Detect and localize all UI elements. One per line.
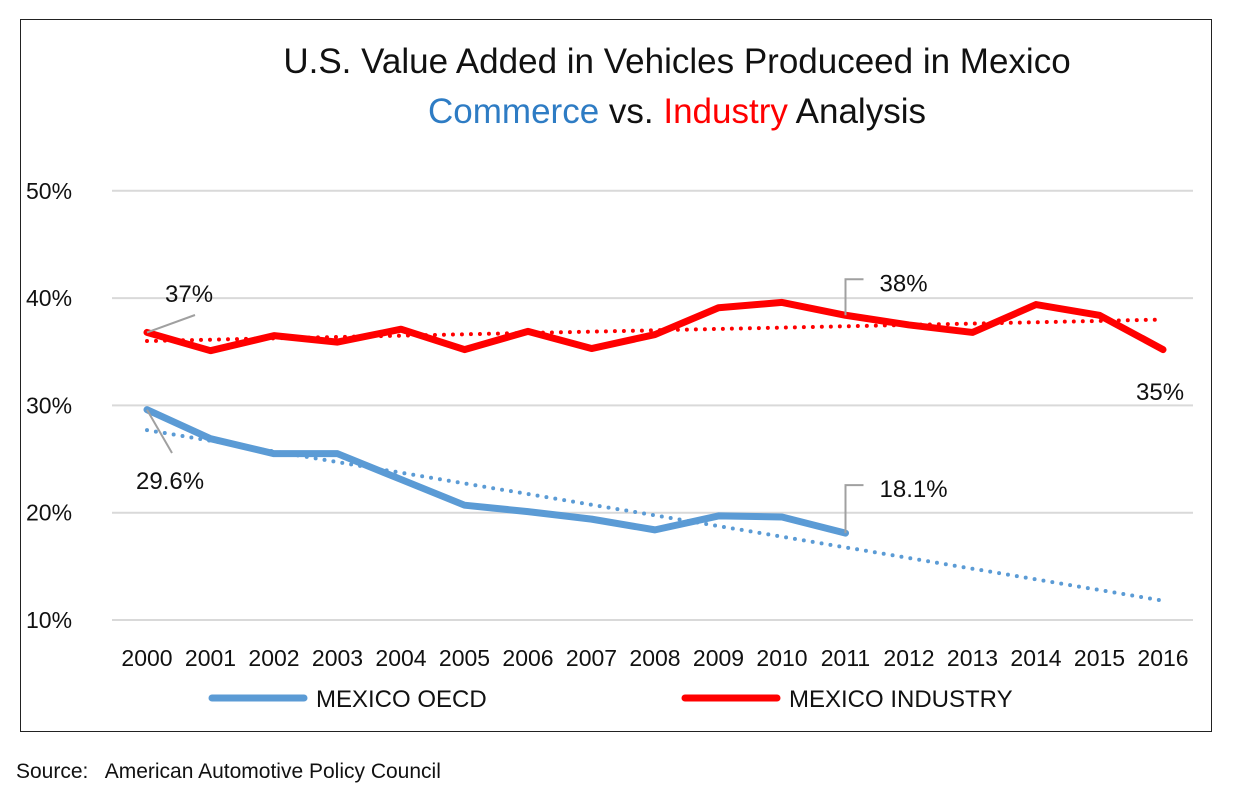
- y-tick-label: 50%: [26, 178, 72, 204]
- x-tick-label: 2010: [756, 645, 807, 671]
- data-label: 29.6%: [136, 468, 204, 495]
- annotation-leader-line: [146, 409, 173, 454]
- trendline-oecd: [145, 428, 1165, 603]
- x-tick-label: 2005: [439, 645, 490, 671]
- y-tick-label: 20%: [26, 500, 72, 526]
- x-tick-label: 2014: [1010, 645, 1061, 671]
- x-tick-label: 2001: [185, 645, 236, 671]
- x-tick-label: 2016: [1137, 645, 1188, 671]
- legend-label: MEXICO OECD: [316, 686, 487, 713]
- subtitle-commerce: Commerce: [428, 92, 600, 131]
- x-tick-label: 2009: [693, 645, 744, 671]
- x-tick-label: 2008: [629, 645, 680, 671]
- chart-subtitle: Commerce vs. Industry Analysis: [0, 92, 1233, 132]
- data-label: 35%: [1136, 379, 1184, 406]
- series-line-industry: [143, 298, 1167, 355]
- x-tick-label: 2003: [312, 645, 363, 671]
- x-tick-label: 2002: [248, 645, 299, 671]
- y-tick-label: 40%: [26, 285, 72, 311]
- data-label: 18.1%: [880, 476, 948, 503]
- x-tick-label: 2012: [883, 645, 934, 671]
- annotation-leader-line: [844, 278, 864, 316]
- chart-title: U.S. Value Added in Vehicles Produceed i…: [283, 42, 1071, 81]
- annotation-leader-line: [146, 314, 196, 334]
- subtitle-industry: Industry: [663, 92, 788, 131]
- legend-label: MEXICO INDUSTRY: [789, 686, 1013, 713]
- series-line-oecd: [143, 406, 849, 537]
- x-tick-label: 2013: [947, 645, 998, 671]
- subtitle-analysis: Analysis: [787, 92, 926, 131]
- x-tick-label: 2006: [502, 645, 553, 671]
- data-label: 37%: [165, 281, 213, 308]
- x-tick-label: 2007: [566, 645, 617, 671]
- x-tick-label: 2000: [121, 645, 172, 671]
- x-tick-label: 2011: [821, 645, 870, 671]
- source-note: Source: American Automotive Policy Counc…: [16, 760, 441, 783]
- subtitle-vs: vs.: [599, 92, 664, 131]
- y-tick-label: 30%: [26, 392, 72, 418]
- data-label: 38%: [880, 270, 928, 297]
- x-tick-label: 2015: [1074, 645, 1125, 671]
- y-tick-label: 10%: [26, 607, 72, 633]
- chart-frame: [20, 19, 1212, 732]
- x-tick-label: 2004: [375, 645, 426, 671]
- annotation-leader-line: [844, 484, 864, 534]
